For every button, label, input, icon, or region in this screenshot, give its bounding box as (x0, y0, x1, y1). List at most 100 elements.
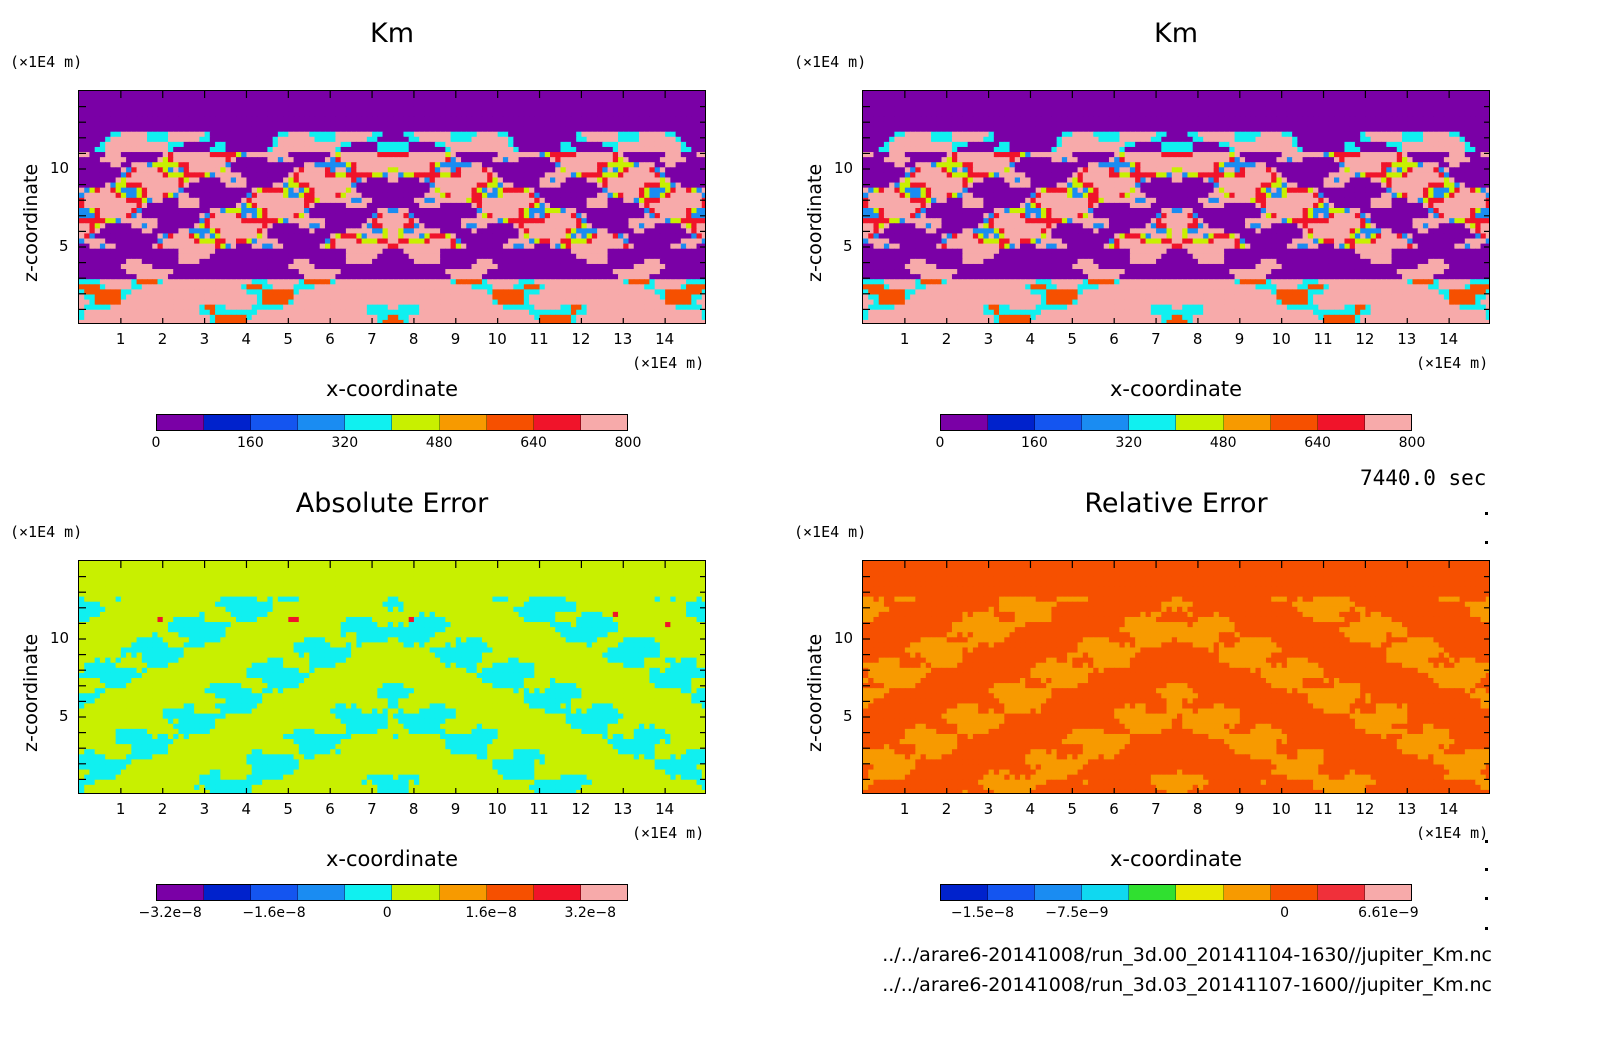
colorbar-tick-label: −7.5e−9 (1045, 905, 1108, 921)
x-axis-label: x-coordinate (1110, 847, 1242, 871)
x-tick-label: 14 (655, 330, 674, 348)
x-tick-label: 1 (116, 800, 126, 818)
x-tick-label: 9 (1235, 800, 1245, 818)
x-tick-label: 1 (900, 330, 910, 348)
x-tick-label: 9 (1235, 330, 1245, 348)
colorbar-swatch (486, 885, 534, 900)
colorbar-swatch (1176, 415, 1224, 430)
heatmap-field (79, 561, 705, 793)
colorbar-swatch (1035, 885, 1083, 900)
x-tick-label: 6 (325, 800, 335, 818)
heatmap-field (79, 91, 705, 323)
x-tick-label: 12 (1355, 330, 1374, 348)
x-tick-label: 11 (1314, 330, 1333, 348)
x-tick-label: 3 (200, 800, 210, 818)
y-tick-label: 5 (843, 237, 853, 255)
x-tick-label: 6 (325, 330, 335, 348)
file-path-2: ../../arare6-20141008/run_3d.03_20141107… (882, 974, 1492, 996)
colorbar-tick-label: 0 (383, 905, 392, 921)
dot-marker (1485, 897, 1488, 900)
y-tick-label: 10 (50, 159, 69, 177)
colorbar (940, 884, 1412, 901)
chart-title: Absolute Error (296, 488, 488, 519)
y-unit-label: (×1E4 m) (10, 53, 82, 71)
dot-marker (1485, 512, 1488, 515)
colorbar-swatch (1129, 415, 1177, 430)
colorbar-tick-label: 3.2e−8 (564, 905, 616, 921)
colorbar-swatch (988, 885, 1036, 900)
x-tick-label: 7 (1151, 800, 1161, 818)
x-axis-label: x-coordinate (326, 377, 458, 401)
colorbar-swatch (941, 885, 989, 900)
x-tick-label: 9 (451, 800, 461, 818)
colorbar-swatch (1129, 885, 1177, 900)
colorbar-tick-label: 640 (1304, 435, 1331, 451)
colorbar-tick-label: 0 (152, 435, 161, 451)
colorbar (940, 414, 1412, 431)
y-axis-label: z-coordinate (804, 164, 826, 282)
heatmap-field (863, 91, 1489, 323)
colorbar-swatch (1176, 885, 1224, 900)
x-tick-label: 13 (1397, 330, 1416, 348)
colorbar-tick-label: −1.6e−8 (242, 905, 305, 921)
x-tick-label: 7 (1151, 330, 1161, 348)
colorbar-swatch (439, 885, 487, 900)
colorbar-swatch (157, 885, 205, 900)
chart-title: Relative Error (1084, 488, 1267, 519)
plot-area (78, 560, 706, 794)
x-tick-label: 12 (571, 330, 590, 348)
colorbar (156, 414, 628, 431)
colorbar-swatch (1082, 415, 1130, 430)
plot-area (862, 90, 1490, 324)
x-tick-label: 6 (1109, 800, 1119, 818)
x-tick-label: 4 (241, 800, 251, 818)
x-tick-label: 10 (488, 330, 507, 348)
colorbar-swatch (251, 415, 299, 430)
dot-marker (1485, 840, 1488, 843)
colorbar-swatch (1317, 885, 1365, 900)
x-tick-label: 7 (367, 330, 377, 348)
dot-marker (1485, 868, 1488, 871)
colorbar-swatch (439, 415, 487, 430)
colorbar-swatch (941, 415, 989, 430)
colorbar-swatch (486, 415, 534, 430)
y-tick-label: 5 (59, 707, 69, 725)
x-unit-label: (×1E4 m) (632, 354, 704, 372)
x-tick-label: 8 (409, 800, 419, 818)
colorbar-swatch (1082, 885, 1130, 900)
x-axis-label: x-coordinate (1110, 377, 1242, 401)
x-unit-label: (×1E4 m) (1416, 824, 1488, 842)
colorbar-tick-label: 800 (1399, 435, 1426, 451)
colorbar-tick-label: 480 (426, 435, 453, 451)
x-tick-label: 2 (942, 800, 952, 818)
time-label: 7440.0 sec (1360, 466, 1486, 490)
colorbar-tick-label: 640 (520, 435, 547, 451)
x-tick-label: 14 (1439, 800, 1458, 818)
colorbar-swatch (251, 885, 299, 900)
x-tick-label: 5 (283, 330, 293, 348)
colorbar-swatch (1223, 415, 1271, 430)
colorbar-swatch (1270, 885, 1318, 900)
x-tick-label: 10 (1272, 330, 1291, 348)
y-unit-label: (×1E4 m) (794, 523, 866, 541)
x-tick-label: 11 (530, 330, 549, 348)
y-tick-label: 10 (50, 629, 69, 647)
colorbar-tick-label: −1.5e−8 (951, 905, 1014, 921)
x-tick-label: 8 (409, 330, 419, 348)
x-tick-label: 4 (1025, 330, 1035, 348)
x-unit-label: (×1E4 m) (632, 824, 704, 842)
x-tick-label: 5 (1067, 800, 1077, 818)
heatmap-field (863, 561, 1489, 793)
colorbar-tick-label: 320 (331, 435, 358, 451)
colorbar-tick-label: 160 (237, 435, 264, 451)
x-unit-label: (×1E4 m) (1416, 354, 1488, 372)
y-tick-label: 5 (59, 237, 69, 255)
y-unit-label: (×1E4 m) (794, 53, 866, 71)
x-tick-label: 8 (1193, 800, 1203, 818)
colorbar-tick-label: 1.6e−8 (465, 905, 517, 921)
x-tick-label: 3 (984, 800, 994, 818)
x-tick-label: 13 (1397, 800, 1416, 818)
x-tick-label: 11 (530, 800, 549, 818)
colorbar-swatch (298, 415, 346, 430)
x-tick-label: 10 (488, 800, 507, 818)
